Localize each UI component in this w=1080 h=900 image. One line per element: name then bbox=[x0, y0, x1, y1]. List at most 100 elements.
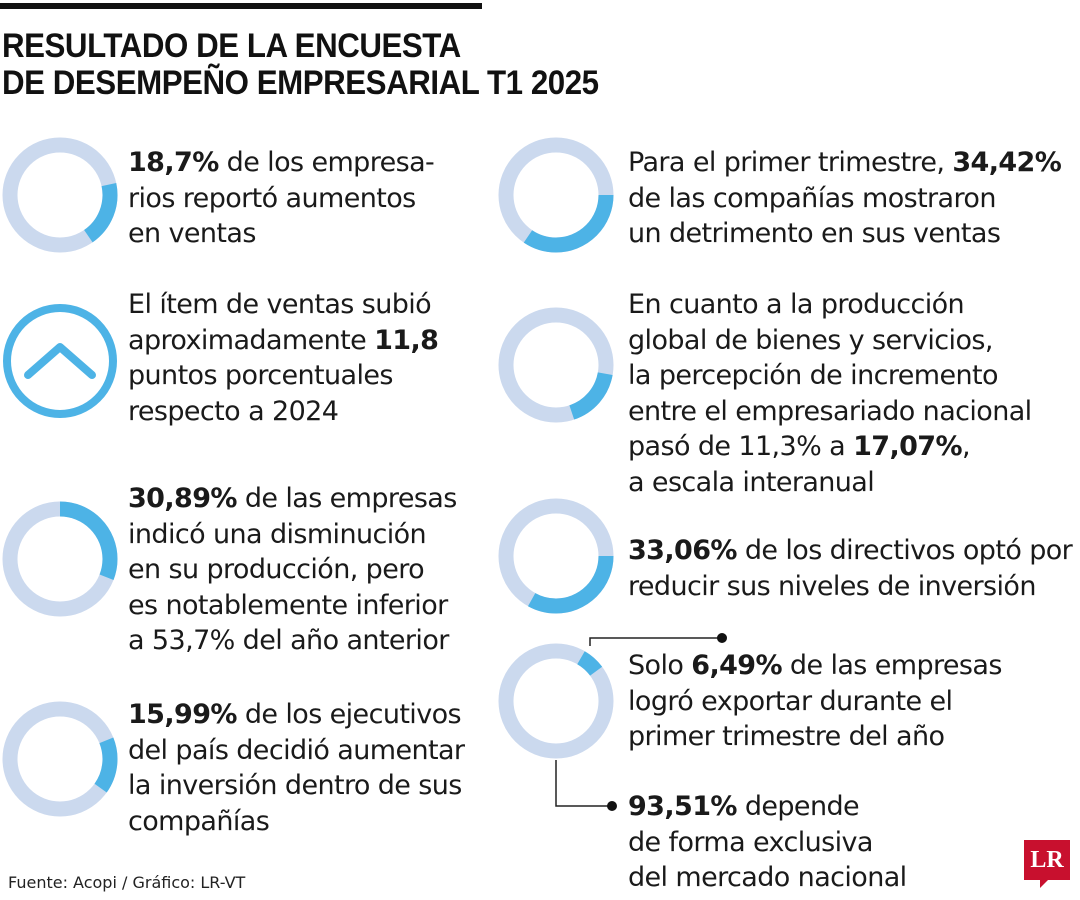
donut-value-arc bbox=[2, 501, 118, 617]
text-line: 30,89% de las empresas bbox=[128, 481, 457, 517]
text-segment: logró exportar durante el bbox=[628, 685, 953, 717]
source-note: Fuente: Acopi / Gráfico: LR-VT bbox=[8, 873, 246, 892]
stat-text: 93,51% depende de forma exclusiva del merc… bbox=[628, 789, 907, 896]
highlight-value: 17,07% bbox=[853, 431, 962, 462]
connector-top bbox=[589, 637, 722, 646]
text-segment: respecto a 2024 bbox=[128, 395, 339, 427]
text-segment: aproximadamente bbox=[128, 324, 375, 356]
text-segment: del mercado nacional bbox=[628, 862, 907, 893]
text-segment: Solo bbox=[628, 650, 692, 681]
stat-text: 15,99% de los ejecutivos del país decidió… bbox=[128, 697, 465, 840]
text-line: 18,7% de los empresa- bbox=[128, 145, 435, 181]
text-segment: primer trimestre del año bbox=[628, 721, 945, 752]
text-segment: compañías bbox=[128, 805, 270, 837]
text-segment: en su producción, pero bbox=[128, 554, 425, 585]
stat-text: El ítem de ventas subió aproximadamente 1… bbox=[128, 287, 439, 430]
connector-dot-bottom bbox=[607, 801, 617, 811]
text-line: reducir sus niveles de inversión bbox=[628, 569, 1072, 605]
text-segment: a 53,7% del año anterior bbox=[128, 625, 449, 656]
stat-text: 33,06% de los directivos optó por reducir… bbox=[628, 533, 1073, 605]
donut-value-arc bbox=[498, 137, 614, 253]
donut-chart bbox=[498, 498, 614, 614]
stat-text: 18,7% de los empresa-rios reportó aument… bbox=[128, 145, 435, 252]
chevron-up-circle-icon bbox=[3, 304, 117, 418]
text-line: logró exportar durante el bbox=[628, 684, 1002, 720]
text-line: entre el empresariado nacional bbox=[628, 394, 1032, 430]
text-segment: global de bienes y servicios, bbox=[628, 324, 993, 356]
text-segment: indicó una disminución bbox=[128, 518, 427, 550]
text-line: indicó una disminución bbox=[128, 517, 457, 553]
text-line: la percepción de incremento bbox=[628, 358, 1032, 394]
text-segment: pasó de 11,3% a bbox=[628, 431, 854, 462]
text-line: en su producción, pero bbox=[128, 552, 457, 588]
highlight-value: 30,89% bbox=[128, 483, 237, 514]
highlight-value: 93,51% bbox=[628, 791, 737, 822]
text-segment: depende bbox=[736, 791, 860, 822]
text-segment: la inversión dentro de sus bbox=[128, 770, 462, 801]
text-line: compañías bbox=[128, 804, 464, 840]
donut-value-arc bbox=[2, 137, 118, 253]
highlight-value: 11,8 bbox=[374, 324, 439, 356]
text-segment: la percepción de incremento bbox=[628, 360, 998, 391]
stat-text: 30,89% de las empresas indicó una disminu… bbox=[128, 481, 457, 659]
highlight-value: 18,7% bbox=[128, 147, 219, 178]
text-segment: de los empresa- bbox=[218, 147, 435, 178]
highlight-value: 34,42% bbox=[952, 147, 1062, 178]
stat-text: Para el primer trimestre, 34,42% de las c… bbox=[628, 145, 1062, 252]
donut-value-arc bbox=[498, 643, 614, 759]
text-segment: de las empresas bbox=[781, 650, 1003, 681]
lr-logo: LR bbox=[1024, 840, 1070, 888]
stat-text: Solo 6,49% de las empresas logró exportar… bbox=[628, 648, 1002, 755]
text-segment: de las compañías mostraron bbox=[628, 182, 996, 214]
text-line: del país decidió aumentar bbox=[128, 733, 465, 769]
text-line: a 53,7% del año anterior bbox=[128, 623, 457, 659]
text-line: del mercado nacional bbox=[628, 860, 907, 896]
text-segment: a escala interanual bbox=[628, 466, 875, 498]
text-line: En cuanto a la producción bbox=[628, 287, 1032, 323]
highlight-value: 15,99% bbox=[128, 699, 237, 730]
donut-chart bbox=[498, 643, 614, 759]
text-segment: un detrimento en sus ventas bbox=[628, 218, 1001, 249]
donut-track bbox=[498, 643, 614, 759]
highlight-value: 33,06% bbox=[628, 535, 737, 566]
text-line: respecto a 2024 bbox=[128, 394, 438, 430]
text-line: 15,99% de los ejecutivos bbox=[128, 697, 464, 733]
text-segment: puntos porcentuales bbox=[128, 360, 393, 391]
text-line: la inversión dentro de sus bbox=[128, 768, 464, 804]
donut-chart bbox=[498, 307, 614, 423]
text-segment: de forma exclusiva bbox=[628, 826, 873, 858]
donut-chart bbox=[2, 701, 118, 817]
text-segment: El ítem de ventas subió bbox=[128, 289, 432, 320]
text-line: Para el primer trimestre, 34,42% bbox=[628, 145, 1062, 181]
donut-chart bbox=[498, 137, 614, 253]
text-segment: es notablemente inferior bbox=[128, 589, 448, 621]
stat-text: En cuanto a la producción global de biene… bbox=[628, 287, 1032, 500]
text-line: en ventas bbox=[128, 216, 434, 252]
text-line: un detrimento en sus ventas bbox=[628, 216, 1061, 252]
text-segment: del país decidió aumentar bbox=[128, 734, 465, 766]
text-segment: en ventas bbox=[128, 218, 256, 249]
text-line: de las compañías mostraron bbox=[628, 181, 1061, 217]
page-title: RESULTADO DE LA ENCUESTA DE DESEMPEÑO EM… bbox=[2, 28, 599, 102]
connector-bottom bbox=[555, 760, 612, 807]
text-line: es notablemente inferior bbox=[128, 588, 457, 624]
donut-value-arc bbox=[498, 498, 614, 614]
text-line: El ítem de ventas subió bbox=[128, 287, 438, 323]
text-line: global de bienes y servicios, bbox=[628, 323, 1032, 359]
connector-dot-top bbox=[717, 633, 727, 643]
text-line: primer trimestre del año bbox=[628, 719, 1002, 755]
top-rule bbox=[0, 3, 482, 9]
text-line: puntos porcentuales bbox=[128, 358, 438, 394]
title-line: DE DESEMPEÑO EMPRESARIAL T1 2025 bbox=[2, 64, 599, 102]
text-segment: de los directivos optó por bbox=[736, 535, 1073, 566]
highlight-value: 6,49% bbox=[691, 650, 782, 681]
text-segment: rios reportó aumentos bbox=[128, 182, 416, 214]
text-segment: entre el empresariado nacional bbox=[628, 395, 1032, 427]
text-line: Solo 6,49% de las empresas bbox=[628, 648, 1002, 684]
text-segment: , bbox=[961, 431, 971, 462]
text-line: rios reportó aumentos bbox=[128, 181, 434, 217]
donut-chart bbox=[2, 137, 118, 253]
donut-chart bbox=[2, 501, 118, 617]
text-line: 93,51% depende bbox=[628, 789, 907, 825]
